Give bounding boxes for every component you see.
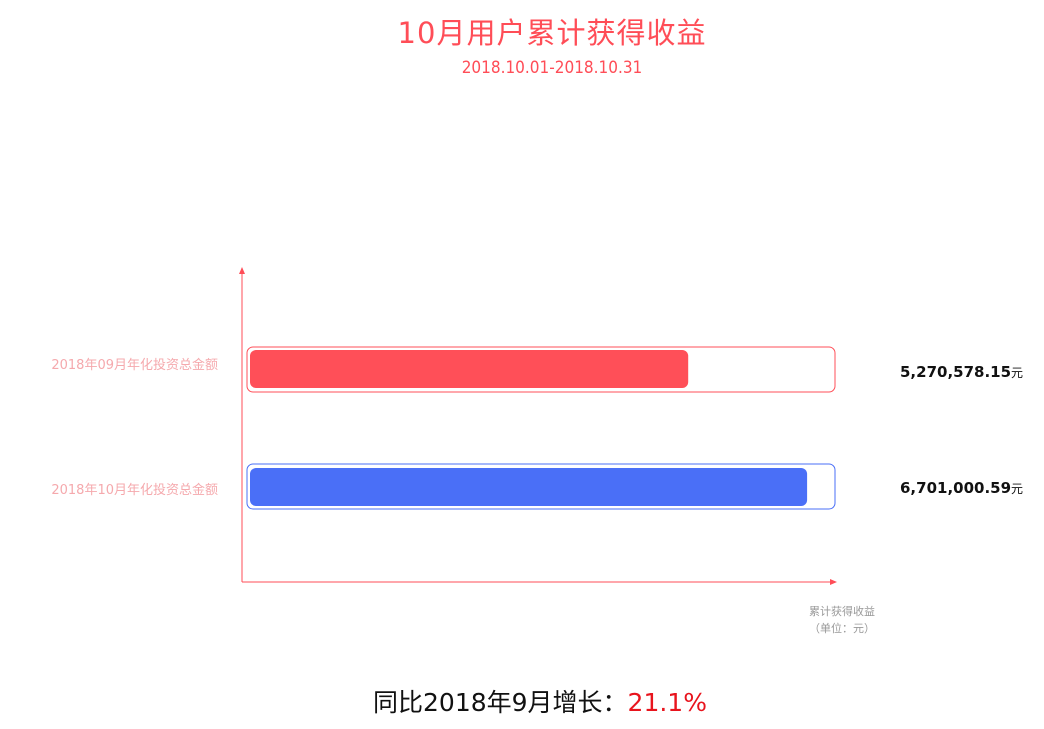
value-unit: 元: [1011, 482, 1023, 496]
growth-percent: 21.1%: [627, 688, 707, 717]
chart-subtitle: 2018.10.01-2018.10.31: [461, 58, 643, 78]
bar-frame: [246, 346, 836, 393]
chart-title: 10月用户累计获得收益: [397, 16, 707, 50]
category-label: 2018年10月年化投资总金额: [51, 482, 218, 498]
value-label: 5,270,578.15元: [900, 363, 1023, 381]
growth-summary: 同比2018年9月增长：21.1%: [0, 683, 1044, 719]
category-label: 2018年09月年化投资总金额: [51, 357, 218, 373]
y-axis-arrow: [239, 267, 245, 274]
value-unit: 元: [1011, 366, 1023, 380]
x-axis-unit: （单位：元）: [809, 621, 875, 635]
bar-frame: [246, 463, 836, 510]
value-number: 5,270,578.15: [900, 363, 1011, 381]
bar: [250, 468, 808, 506]
value-number: 6,701,000.59: [900, 479, 1011, 497]
bar: [250, 350, 689, 388]
x-axis-arrow: [830, 579, 837, 585]
value-label: 6,701,000.59元: [900, 479, 1023, 497]
x-axis-title: 累计获得收益: [809, 604, 875, 618]
growth-prefix: 同比2018年9月增长：: [373, 688, 628, 717]
